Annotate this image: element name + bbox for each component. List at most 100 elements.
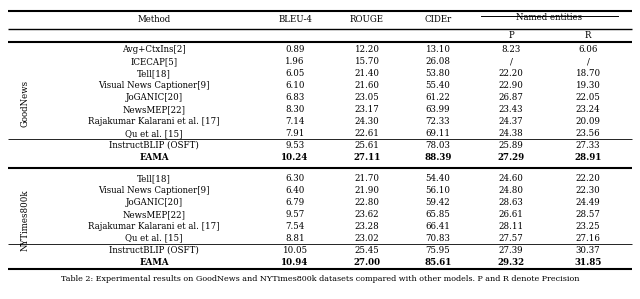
Text: 28.11: 28.11	[499, 222, 524, 231]
Text: 0.89: 0.89	[285, 45, 305, 54]
Text: 72.33: 72.33	[426, 117, 451, 126]
Text: Visual News Captioner[9]: Visual News Captioner[9]	[99, 186, 210, 195]
Text: 27.39: 27.39	[499, 245, 524, 255]
Text: JoGANIC[20]: JoGANIC[20]	[125, 198, 182, 207]
Text: 23.25: 23.25	[576, 222, 600, 231]
Text: 7.91: 7.91	[285, 129, 305, 138]
Text: 6.40: 6.40	[285, 186, 305, 195]
Text: 22.20: 22.20	[499, 69, 524, 78]
Text: 24.38: 24.38	[499, 129, 524, 138]
Text: 54.40: 54.40	[426, 174, 451, 183]
Text: NYTimes800k: NYTimes800k	[20, 190, 29, 251]
Text: 21.40: 21.40	[355, 69, 380, 78]
Text: 26.08: 26.08	[426, 57, 451, 66]
Text: 7.54: 7.54	[285, 222, 305, 231]
Text: BLEU-4: BLEU-4	[278, 16, 312, 25]
Text: 53.80: 53.80	[426, 69, 451, 78]
Text: 69.11: 69.11	[426, 129, 451, 138]
Text: JoGANIC[20]: JoGANIC[20]	[125, 93, 182, 102]
Text: 6.83: 6.83	[285, 93, 305, 102]
Text: Rajakumar Kalarani et al. [17]: Rajakumar Kalarani et al. [17]	[88, 117, 220, 126]
Text: 6.06: 6.06	[579, 45, 598, 54]
Text: 29.32: 29.32	[497, 257, 525, 266]
Text: Table 2: Experimental results on GoodNews and NYTimes800k datasets compared with: Table 2: Experimental results on GoodNew…	[61, 275, 579, 283]
Text: 85.61: 85.61	[424, 257, 452, 266]
Text: 10.24: 10.24	[282, 153, 308, 162]
Text: 28.91: 28.91	[574, 153, 602, 162]
Text: 27.57: 27.57	[499, 234, 524, 243]
Text: EAMA: EAMA	[139, 153, 169, 162]
Text: Qu et al. [15]: Qu et al. [15]	[125, 129, 183, 138]
Text: 24.49: 24.49	[575, 198, 600, 207]
Text: 78.03: 78.03	[426, 141, 451, 150]
Text: 27.16: 27.16	[575, 234, 600, 243]
Text: 23.62: 23.62	[355, 210, 380, 219]
Text: 6.30: 6.30	[285, 174, 305, 183]
Text: CIDEr: CIDEr	[424, 16, 452, 25]
Text: 22.05: 22.05	[575, 93, 600, 102]
Text: 19.30: 19.30	[575, 81, 600, 90]
Text: Method: Method	[138, 16, 171, 25]
Text: 12.20: 12.20	[355, 45, 380, 54]
Text: P: P	[508, 31, 514, 40]
Text: 6.05: 6.05	[285, 69, 305, 78]
Text: NewsMEP[22]: NewsMEP[22]	[122, 210, 186, 219]
Text: 27.00: 27.00	[353, 257, 381, 266]
Text: 24.30: 24.30	[355, 117, 380, 126]
Text: 10.05: 10.05	[282, 245, 308, 255]
Text: 63.99: 63.99	[426, 105, 451, 114]
Text: 8.23: 8.23	[501, 45, 520, 54]
Text: 24.80: 24.80	[499, 186, 524, 195]
Text: 25.89: 25.89	[499, 141, 524, 150]
Text: 28.63: 28.63	[499, 198, 524, 207]
Text: Named entities: Named entities	[516, 13, 582, 22]
Text: 31.85: 31.85	[574, 257, 602, 266]
Text: 23.17: 23.17	[355, 105, 380, 114]
Text: 70.83: 70.83	[426, 234, 451, 243]
Text: 23.28: 23.28	[355, 222, 380, 231]
Text: 22.30: 22.30	[575, 186, 600, 195]
Text: 6.10: 6.10	[285, 81, 305, 90]
Text: 24.60: 24.60	[499, 174, 524, 183]
Text: Avg+CtxIns[2]: Avg+CtxIns[2]	[122, 45, 186, 54]
Text: InstructBLIP (OSFT): InstructBLIP (OSFT)	[109, 141, 199, 150]
Text: Rajakumar Kalarani et al. [17]: Rajakumar Kalarani et al. [17]	[88, 222, 220, 231]
Text: /: /	[587, 57, 589, 66]
Text: 22.90: 22.90	[499, 81, 524, 90]
Text: ROUGE: ROUGE	[350, 16, 384, 25]
Text: Visual News Captioner[9]: Visual News Captioner[9]	[99, 81, 210, 90]
Text: NewsMEP[22]: NewsMEP[22]	[122, 105, 186, 114]
Text: 24.37: 24.37	[499, 117, 524, 126]
Text: R: R	[585, 31, 591, 40]
Text: 25.45: 25.45	[355, 245, 380, 255]
Text: 9.53: 9.53	[285, 141, 305, 150]
Text: 75.95: 75.95	[426, 245, 451, 255]
Text: 23.05: 23.05	[355, 93, 380, 102]
Text: 22.20: 22.20	[575, 174, 600, 183]
Text: Qu et al. [15]: Qu et al. [15]	[125, 234, 183, 243]
Text: GoodNews: GoodNews	[20, 80, 29, 127]
Text: 18.70: 18.70	[575, 69, 600, 78]
Text: 13.10: 13.10	[426, 45, 451, 54]
Text: 10.94: 10.94	[282, 257, 308, 266]
Text: 61.22: 61.22	[426, 93, 451, 102]
Text: 1.96: 1.96	[285, 57, 305, 66]
Text: Tell[18]: Tell[18]	[137, 69, 171, 78]
Text: ICECAP[5]: ICECAP[5]	[131, 57, 177, 66]
Text: 21.90: 21.90	[355, 186, 380, 195]
Text: EAMA: EAMA	[139, 257, 169, 266]
Text: Tell[18]: Tell[18]	[137, 174, 171, 183]
Text: 9.57: 9.57	[285, 210, 305, 219]
Text: /: /	[509, 57, 513, 66]
Text: 7.14: 7.14	[285, 117, 305, 126]
Text: 30.37: 30.37	[576, 245, 600, 255]
Text: 59.42: 59.42	[426, 198, 451, 207]
Text: 23.02: 23.02	[355, 234, 380, 243]
Text: 23.43: 23.43	[499, 105, 524, 114]
Text: 22.80: 22.80	[355, 198, 380, 207]
Text: 26.87: 26.87	[499, 93, 524, 102]
Text: 26.61: 26.61	[499, 210, 524, 219]
Text: 8.81: 8.81	[285, 234, 305, 243]
Text: 25.61: 25.61	[355, 141, 380, 150]
Text: 65.85: 65.85	[426, 210, 451, 219]
